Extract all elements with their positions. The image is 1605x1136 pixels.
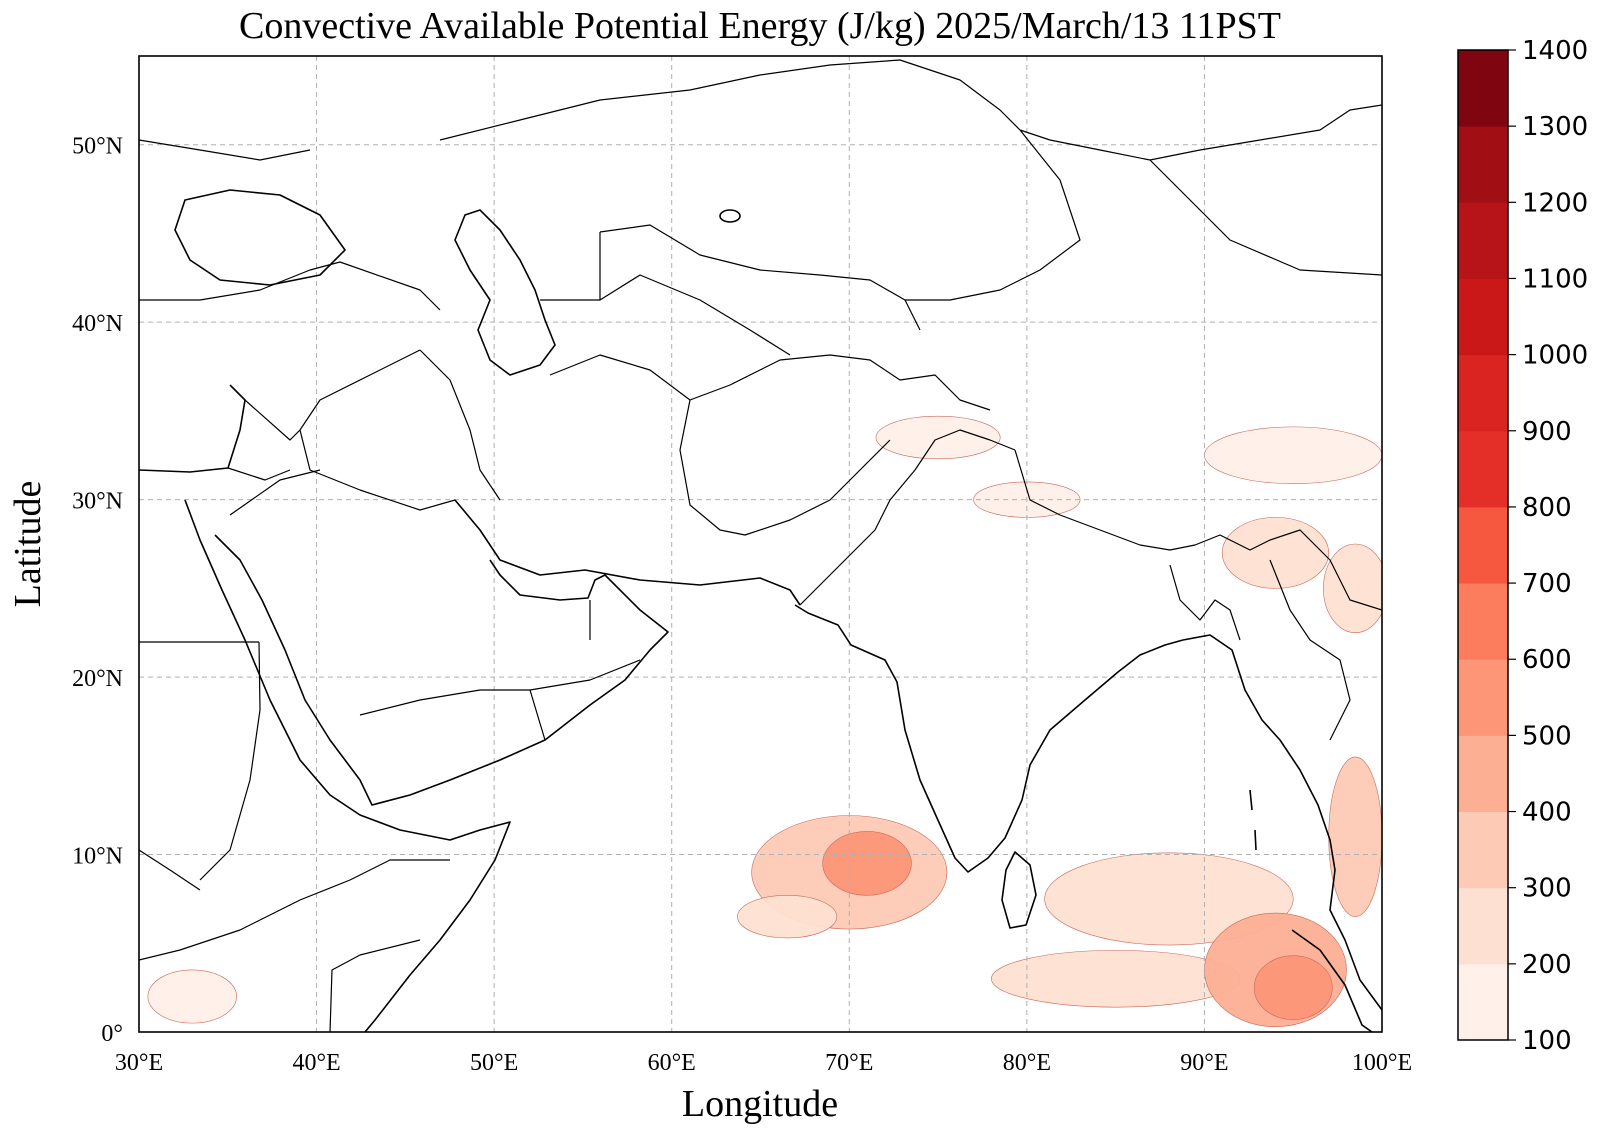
- colorbar-segment: [1458, 430, 1508, 508]
- andaman-islands: [1249, 789, 1257, 851]
- arabian-coastline: [214, 534, 669, 806]
- y-tick-label: 0°: [101, 1021, 123, 1047]
- colorbar-segment: [1458, 354, 1508, 432]
- aral-sea-coastline: [719, 209, 741, 223]
- central-asia-borders: [540, 224, 921, 356]
- cape-region-east-africa-coast: [147, 969, 237, 1024]
- iraq-border: [299, 349, 456, 511]
- y-tick-label: 20°N: [72, 666, 123, 692]
- colorbar-tick-label: 600: [1522, 645, 1572, 675]
- black-sea-coastline: [174, 189, 346, 286]
- x-tick-label: 90°E: [1180, 1050, 1228, 1076]
- egypt-sudan-border: [139, 641, 261, 891]
- map-area: [138, 55, 1383, 1033]
- x-tick-label: 80°E: [1003, 1050, 1051, 1076]
- cape-region-bay-of-bengal: [1044, 852, 1294, 946]
- colorbar-segment: [1458, 659, 1508, 736]
- gridlines: [139, 56, 1382, 1032]
- afghanistan-border: [689, 354, 991, 411]
- colorbar-tick-label: 200: [1522, 950, 1572, 980]
- africa-coastline: [184, 499, 511, 1032]
- colorbar: 100 200 300 400 500 600 700 800 900 1000 1100 1200 1…: [1457, 36, 1588, 1056]
- x-tick-label: 70°E: [825, 1050, 873, 1076]
- colorbar-tick-label: 800: [1522, 493, 1572, 523]
- india-coastline: [794, 604, 1184, 873]
- colorbar-tick-label: 300: [1522, 874, 1572, 904]
- colorbar-segment: [1458, 887, 1508, 965]
- colorbar-tick-label: 400: [1522, 798, 1572, 828]
- cape-region-equatorial-band: [991, 950, 1241, 1008]
- colorbar-tick-label: 1300: [1522, 112, 1588, 142]
- myanmar-border: [1269, 559, 1351, 741]
- colorbar-segment: [1458, 963, 1508, 1041]
- saudi-border: [229, 469, 641, 716]
- kazakhstan-china-border: [905, 129, 1382, 301]
- cape-region-arabian-sea-core: [822, 831, 912, 896]
- colorbar-segment: [1458, 583, 1508, 660]
- cape-region-yunnan: [1323, 543, 1382, 634]
- y-tick-label: 40°N: [72, 311, 123, 337]
- colorbar-segment: [1458, 811, 1508, 889]
- colorbar-segment: [1458, 735, 1508, 813]
- india-pakistan-border: [799, 429, 1016, 606]
- gulf-coastline: [454, 499, 801, 606]
- colorbar-segment: [1458, 506, 1508, 584]
- coastlines: [139, 189, 1382, 1032]
- x-tick-label: 50°E: [470, 1050, 518, 1076]
- colorbar-tick-label: 500: [1522, 721, 1572, 751]
- himalaya-border: [1014, 449, 1382, 611]
- iran-border: [419, 349, 691, 501]
- y-tick-label: 10°N: [72, 844, 123, 870]
- colorbar-tick-label: 900: [1522, 417, 1572, 447]
- colorbar-segment: [1458, 202, 1508, 279]
- cape-region-tibet-east: [1204, 426, 1382, 484]
- syria-jordan-border: [227, 399, 301, 481]
- x-tick-label: 40°E: [292, 1050, 340, 1076]
- y-tick-label: 50°N: [72, 134, 123, 160]
- colorbar-segment: [1458, 126, 1508, 203]
- caspian-coastline: [454, 209, 556, 376]
- yemen-oman-border: [529, 600, 591, 741]
- x-tick-label: 60°E: [648, 1050, 696, 1076]
- russia-kazakhstan-border: [439, 59, 1021, 141]
- colorbar-segment: [1458, 278, 1508, 356]
- colorbar-tick-label: 1400: [1522, 36, 1588, 66]
- sri-lanka-coastline: [1001, 851, 1037, 929]
- x-tick-label: 100°E: [1352, 1050, 1412, 1076]
- bangladesh-myanmar-coastline: [1182, 634, 1382, 1011]
- map-frame: [138, 55, 1383, 1033]
- colorbar-tick-label: 100: [1522, 1026, 1572, 1056]
- x-axis-label: Longitude: [682, 1083, 838, 1125]
- bangladesh-border: [1169, 564, 1241, 641]
- cape-shading: [147, 415, 1382, 1027]
- x-tick-label: 30°E: [115, 1050, 163, 1076]
- chart-title: Convective Available Potential Energy (J…: [239, 5, 1281, 47]
- colorbar-tick-label: 1000: [1522, 341, 1588, 371]
- mongolia-border: [1149, 104, 1382, 161]
- y-axis-ticks: 0° 10°N 20°N 30°N 40°N 50°N: [72, 134, 123, 1047]
- horn-africa-borders: [139, 859, 450, 1032]
- cape-region-arabian-sea-tail: [737, 895, 838, 939]
- colorbar-frame: [1457, 49, 1509, 1041]
- cape-region-myanmar-coast: [1328, 756, 1382, 917]
- cape-region-kashmir: [875, 415, 1001, 460]
- y-tick-label: 30°N: [72, 489, 123, 515]
- colorbar-segment: [1458, 50, 1508, 127]
- cape-region-northeast-india: [1221, 517, 1330, 589]
- colorbar-tick-label: 1200: [1522, 188, 1588, 218]
- country-borders: [139, 59, 1382, 1032]
- cape-region-andaman-sea-core: [1253, 955, 1333, 1020]
- colorbar-tick-label: 1100: [1522, 264, 1588, 294]
- afghanistan-south-border: [679, 399, 891, 536]
- colorbar-tick-label: 700: [1522, 569, 1572, 599]
- russia-west-border: [139, 139, 441, 311]
- x-axis-ticks: 30°E 40°E 50°E 60°E 70°E 80°E 90°E 100°E: [115, 1050, 1412, 1076]
- sumatra-coastline: [1291, 929, 1373, 1032]
- y-axis-label: Latitude: [7, 481, 49, 608]
- levant-coastline: [139, 384, 246, 473]
